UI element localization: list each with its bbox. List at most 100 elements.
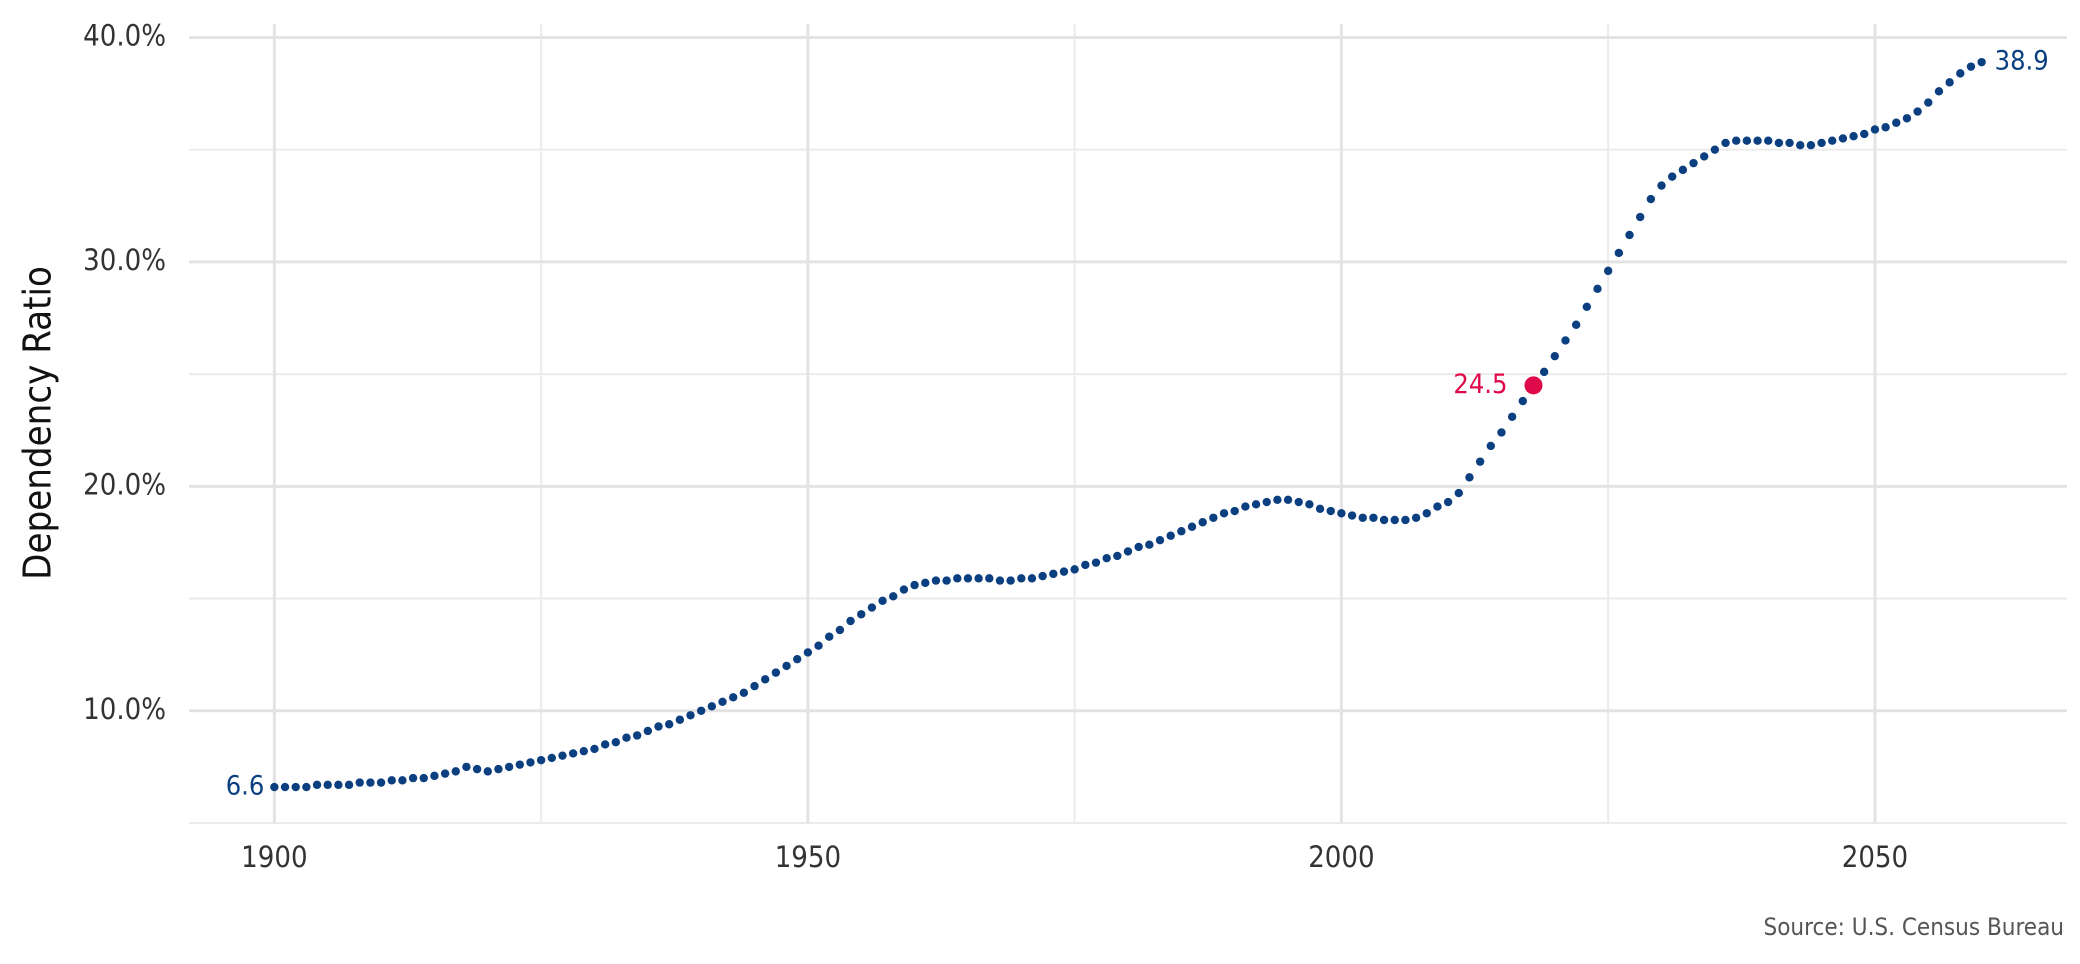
data-point [728,693,738,702]
data-point [1433,502,1442,511]
data-point [1230,506,1239,516]
data-point [1337,509,1346,518]
data-point [1603,266,1613,276]
data-point [1465,473,1474,482]
data-point [1977,57,1986,67]
data-point [1305,500,1314,509]
y-tick-label: 30.0% [83,243,166,277]
data-point [1902,114,1912,123]
data-point [483,767,492,776]
data-point [1379,515,1389,525]
data-point [1102,553,1111,563]
data-point [1657,181,1666,190]
data-point [1038,571,1047,581]
data-point [1838,134,1848,143]
data-point [1454,488,1463,498]
data-point [707,702,717,711]
data-point [1081,560,1090,570]
data-point [654,722,663,731]
data-point [1475,457,1485,466]
data-point [376,778,386,787]
data-point [782,661,791,671]
source-note: Source: U.S. Census Bureau [1764,913,2064,941]
data-point [921,578,930,588]
data-point [771,668,781,677]
data-point [611,738,621,747]
data-point [1796,140,1805,150]
data-point [323,780,332,790]
data-point [953,574,962,583]
data-point [857,610,866,619]
data-point [579,746,589,756]
data-point [1934,87,1944,96]
data-point [419,773,428,783]
data-point [1422,509,1431,518]
data-point [1881,123,1890,132]
data-point [1646,194,1656,204]
data-point [750,681,759,691]
data-point [835,625,845,635]
data-point [1625,230,1634,240]
data-point [1700,152,1709,161]
data-point [270,782,279,792]
data-point [366,778,375,787]
end-label: 38.9 [1995,46,2049,77]
data-point [1006,576,1015,585]
data-point [494,764,503,774]
data-point [1070,565,1079,574]
data-point [1241,502,1250,511]
x-tick-label: 2050 [1842,840,1908,874]
data-point [568,749,578,758]
data-point [334,780,343,790]
end-label: 6.6 [226,771,265,802]
data-point [739,688,749,698]
data-point [302,782,311,792]
data-point [1732,136,1741,145]
data-point [1177,527,1186,536]
data-point [1326,506,1335,516]
data-point [1956,69,1965,78]
data-point [472,764,482,774]
data-point [1764,136,1773,145]
data-point [1849,132,1858,141]
data-point [1369,513,1378,522]
data-point [1401,515,1410,525]
data-point [1283,495,1293,505]
data-point [1945,78,1954,87]
data-point [1486,441,1495,451]
data-point [718,697,727,707]
data-point [1518,396,1528,406]
data-point [291,782,300,792]
data-point [526,758,535,767]
data-point [974,574,983,583]
data-point [995,576,1005,585]
data-point [1571,320,1581,329]
data-point [814,641,823,650]
data-point [1294,497,1303,507]
data-point [931,576,941,585]
y-tick-label: 20.0% [83,467,166,501]
y-tick-label: 40.0% [83,18,166,52]
data-point [985,574,994,583]
data-point [1049,569,1058,579]
data-point [1817,138,1826,148]
data-point [632,731,642,740]
data-point [1870,125,1880,134]
data-point [1358,513,1367,522]
data-point [878,596,887,606]
data-point [761,675,770,684]
data-point [696,706,706,715]
data-point [1017,574,1026,583]
data-point [398,776,407,785]
data-point [387,776,396,785]
data-point [1145,540,1154,549]
data-point [1273,495,1282,505]
data-point [1123,547,1133,556]
data-point [1155,536,1165,545]
data-point [312,780,322,790]
y-axis-label: Dependency Ratio [16,266,60,580]
data-point [1774,138,1784,148]
data-point [1315,504,1325,513]
data-point [1219,509,1229,518]
data-point [1710,145,1720,154]
